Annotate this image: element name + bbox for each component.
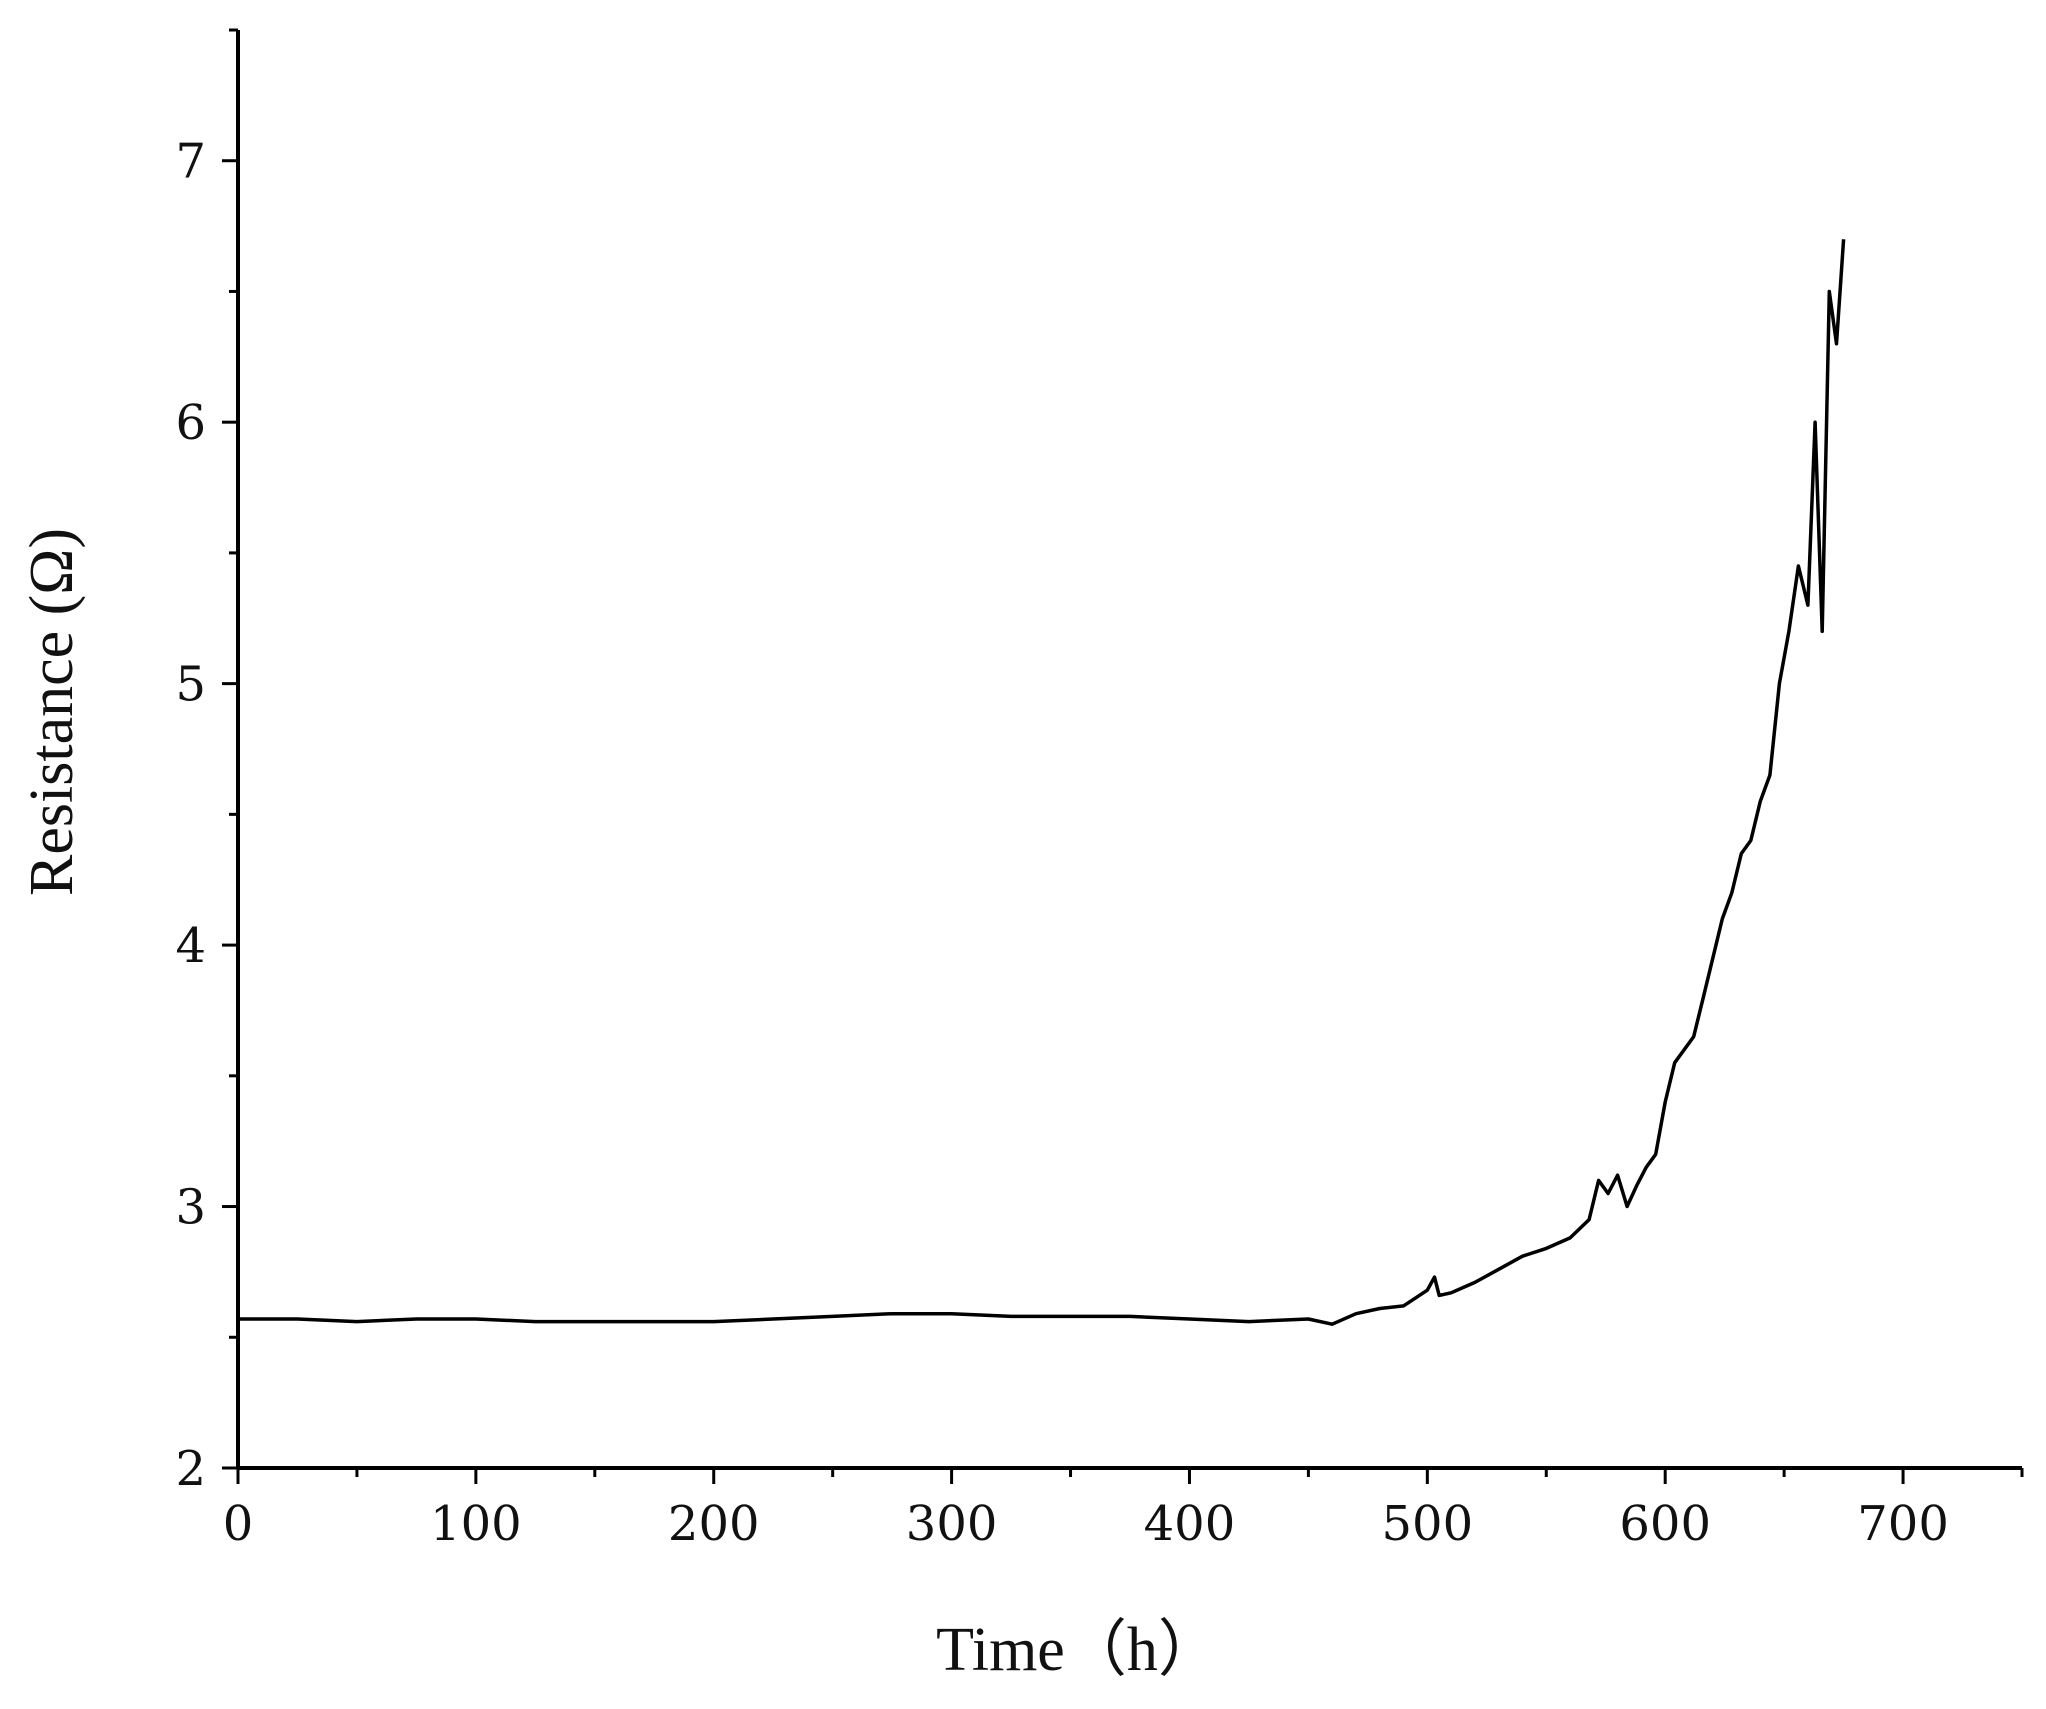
resistance-series-line bbox=[238, 239, 1846, 1326]
x-tick-label: 100 bbox=[430, 1496, 522, 1552]
tick-labels: 0 100 200 300 400 500 600 700 2 3 4 5 6 7 bbox=[175, 134, 1948, 1552]
y-tick-label: 6 bbox=[175, 395, 206, 451]
series-layer bbox=[238, 239, 1846, 1326]
ticks bbox=[222, 28, 2024, 1484]
x-tick-label: 700 bbox=[1857, 1496, 1949, 1552]
x-tick-label: 400 bbox=[1144, 1496, 1236, 1552]
y-tick-label: 5 bbox=[175, 657, 206, 713]
axes bbox=[236, 30, 2022, 1470]
y-tick-label: 2 bbox=[175, 1441, 206, 1497]
x-tick-label: 600 bbox=[1619, 1496, 1711, 1552]
y-tick-label: 7 bbox=[175, 134, 206, 190]
y-axis-title: Resistance (Ω) bbox=[18, 528, 86, 896]
x-axis-title: Time（h） bbox=[936, 1616, 1220, 1684]
x-tick-label: 0 bbox=[223, 1496, 254, 1552]
y-tick-label: 4 bbox=[175, 918, 206, 974]
y-tick-label: 3 bbox=[175, 1180, 206, 1236]
x-tick-label: 500 bbox=[1382, 1496, 1474, 1552]
x-tick-label: 200 bbox=[668, 1496, 760, 1552]
x-tick-label: 300 bbox=[906, 1496, 998, 1552]
